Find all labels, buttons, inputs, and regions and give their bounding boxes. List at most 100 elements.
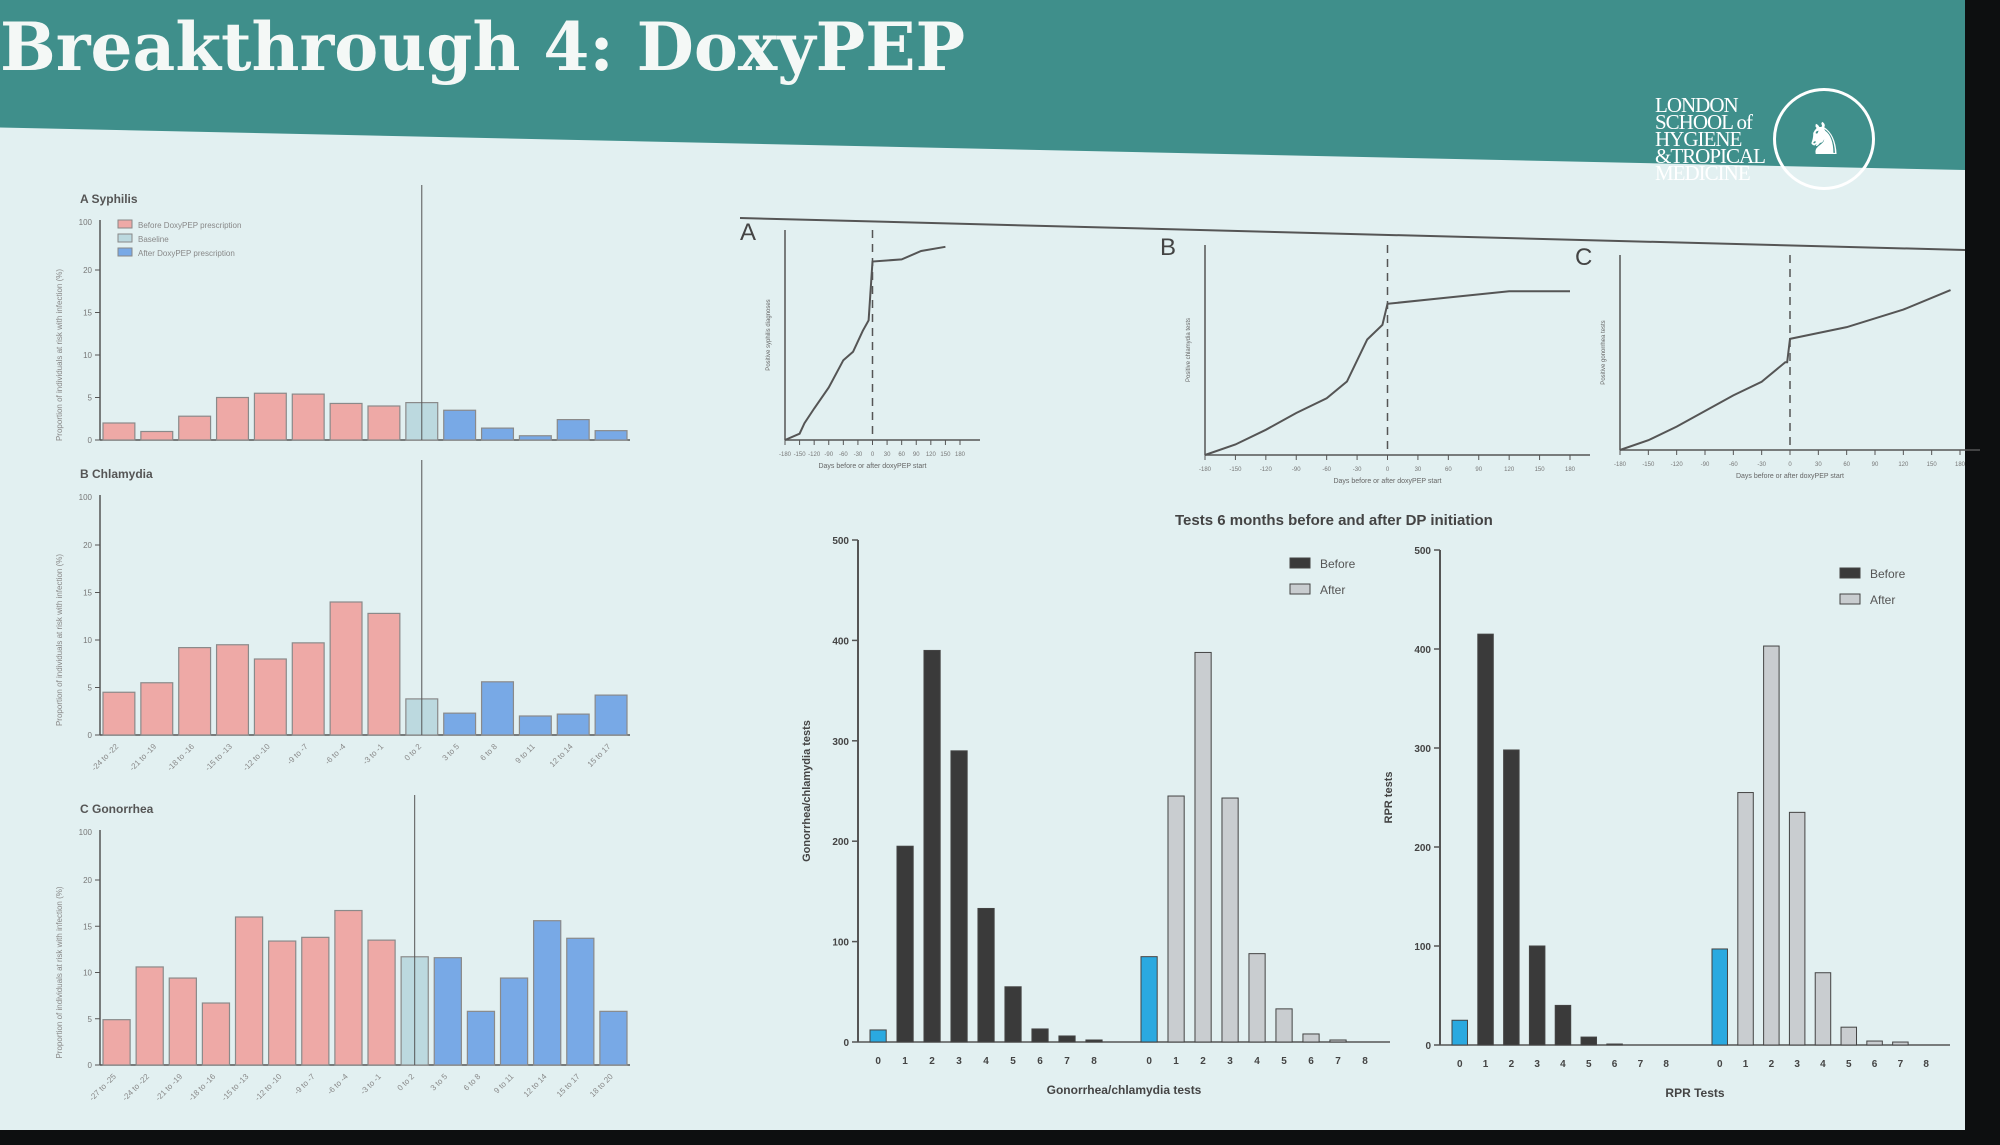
x-tick-label: 30 — [1415, 467, 1422, 473]
x-tick-label: 18 to 20 — [588, 1072, 615, 1099]
y-axis-label: Proportion of individuals at risk with i… — [55, 269, 64, 441]
y-tick-label: 0 — [88, 1061, 93, 1070]
tests-title: Tests 6 months before and after DP initi… — [1175, 512, 1493, 529]
x-tick-label: -24 to -22 — [90, 742, 121, 773]
x-tick-label: -24 to -22 — [121, 1072, 152, 1103]
x-tick-label: 1 — [902, 1056, 908, 1067]
x-tick-label: 180 — [1565, 467, 1576, 473]
horse-seal-icon: ♞ — [1773, 88, 1876, 190]
panel-letter: A — [740, 219, 756, 246]
x-tick-label: 6 — [1037, 1056, 1043, 1067]
bar-before — [1004, 986, 1022, 1043]
bar-after — [1140, 956, 1158, 1043]
bar-after — [443, 409, 477, 441]
y-axis-label: Proportion of individuals at risk with i… — [55, 554, 64, 726]
x-axis-label: Days before or after doxyPEP start — [1736, 473, 1844, 480]
x-tick-label: 120 — [1898, 462, 1909, 468]
x-tick-label: 3 — [1227, 1056, 1233, 1067]
legend-swatch — [1839, 567, 1861, 579]
x-tick-label: -60 — [1729, 462, 1738, 468]
bar-before — [301, 936, 330, 1066]
panel-letter: C — [1575, 244, 1592, 271]
cumulative-line — [784, 245, 946, 441]
y-tick-label: 300 — [1414, 744, 1431, 755]
y-axis-label: Positive chlamydia tests — [1186, 318, 1192, 382]
bar-before — [1031, 1028, 1049, 1043]
x-tick-label: 8 — [1362, 1056, 1368, 1067]
x-tick-label: 30 — [884, 452, 891, 458]
panel-title: B Chlamydia — [80, 467, 153, 481]
bar-before — [977, 907, 995, 1043]
bar-before — [1085, 1039, 1103, 1043]
y-axis-label: Gonorrhea/chlamydia tests — [801, 720, 813, 862]
bar-after — [1248, 953, 1266, 1043]
x-tick-label: -12 to -10 — [241, 742, 272, 773]
x-tick-label: 90 — [913, 452, 920, 458]
y-tick-label: 0 — [88, 436, 93, 445]
bar-after — [1711, 948, 1728, 1046]
x-tick-label: -180 — [1199, 467, 1212, 473]
bar-after — [1167, 795, 1185, 1043]
y-tick-label: 0 — [1425, 1041, 1431, 1052]
x-tick-label: 15 to 17 — [555, 1072, 582, 1099]
x-tick-label: -3 to -1 — [359, 1072, 384, 1097]
x-tick-label: 5 — [1586, 1059, 1592, 1070]
y-axis-label: RPR tests — [1383, 772, 1395, 824]
y-tick-label: 0 — [88, 731, 93, 740]
x-tick-label: 1 — [1743, 1059, 1749, 1070]
x-tick-label: -27 to -25 — [87, 1072, 118, 1103]
y-tick-label: 100 — [832, 938, 849, 949]
y-tick-label: 5 — [88, 394, 93, 403]
x-tick-label: 6 — [1308, 1056, 1314, 1067]
panel-title: A Syphilis — [80, 192, 138, 206]
x-tick-label: 1 — [1483, 1059, 1489, 1070]
x-tick-label: 4 — [1820, 1059, 1826, 1070]
bar-before — [178, 415, 212, 441]
x-tick-label: 0 — [1457, 1059, 1463, 1070]
logo-line: &TROPICAL — [1655, 143, 1766, 168]
bar-after — [1737, 792, 1754, 1046]
x-tick-label: -90 — [824, 452, 833, 458]
bar-after — [566, 937, 595, 1066]
x-tick-label: 1 — [1173, 1056, 1179, 1067]
logo-line: MEDICINE — [1655, 160, 1751, 185]
bar-after — [556, 419, 590, 441]
x-tick-label: 8 — [1091, 1056, 1097, 1067]
y-tick-label: 300 — [832, 737, 849, 748]
bar-before — [168, 977, 197, 1066]
y-axis-label: Positive gonorrhea tests — [1601, 320, 1607, 384]
x-tick-label: 3 — [1534, 1059, 1540, 1070]
bar-before — [291, 642, 325, 736]
y-tick-label: 15 — [83, 589, 92, 598]
slide-title: Breakthrough 4: DoxyPEP — [0, 8, 966, 86]
y-tick-label: 200 — [1414, 843, 1431, 854]
x-tick-label: -3 to -1 — [361, 742, 386, 767]
y-tick-label: 0 — [843, 1038, 849, 1049]
bar-after — [443, 712, 477, 736]
bar-after — [518, 435, 552, 441]
legend-swatch — [117, 233, 133, 243]
bar-before — [1503, 749, 1520, 1046]
bar-before — [234, 916, 264, 1066]
bar-after — [499, 977, 529, 1066]
bar-before — [253, 392, 287, 441]
x-tick-label: -30 — [854, 452, 863, 458]
y-tick-label: 10 — [83, 969, 92, 978]
cumulative-line — [1204, 290, 1570, 456]
x-axis-label: Days before or after doxyPEP start — [818, 463, 926, 470]
bar-before — [1058, 1035, 1076, 1043]
x-tick-label: 0 — [1386, 467, 1390, 473]
x-tick-label: -120 — [808, 452, 821, 458]
x-tick-label: 15 to 17 — [586, 742, 613, 769]
bar-before — [215, 396, 250, 441]
bar-after — [594, 430, 628, 441]
x-tick-label: 0 — [1788, 462, 1792, 468]
bar-after — [556, 713, 590, 736]
x-axis-label: RPR Tests — [1665, 1086, 1724, 1100]
x-tick-label: 3 to 5 — [429, 1072, 450, 1093]
bar-before — [215, 644, 250, 736]
bar-before — [102, 422, 136, 441]
bar-after — [1840, 1026, 1858, 1046]
bar-before — [178, 646, 212, 736]
x-tick-label: 0 — [871, 452, 875, 458]
